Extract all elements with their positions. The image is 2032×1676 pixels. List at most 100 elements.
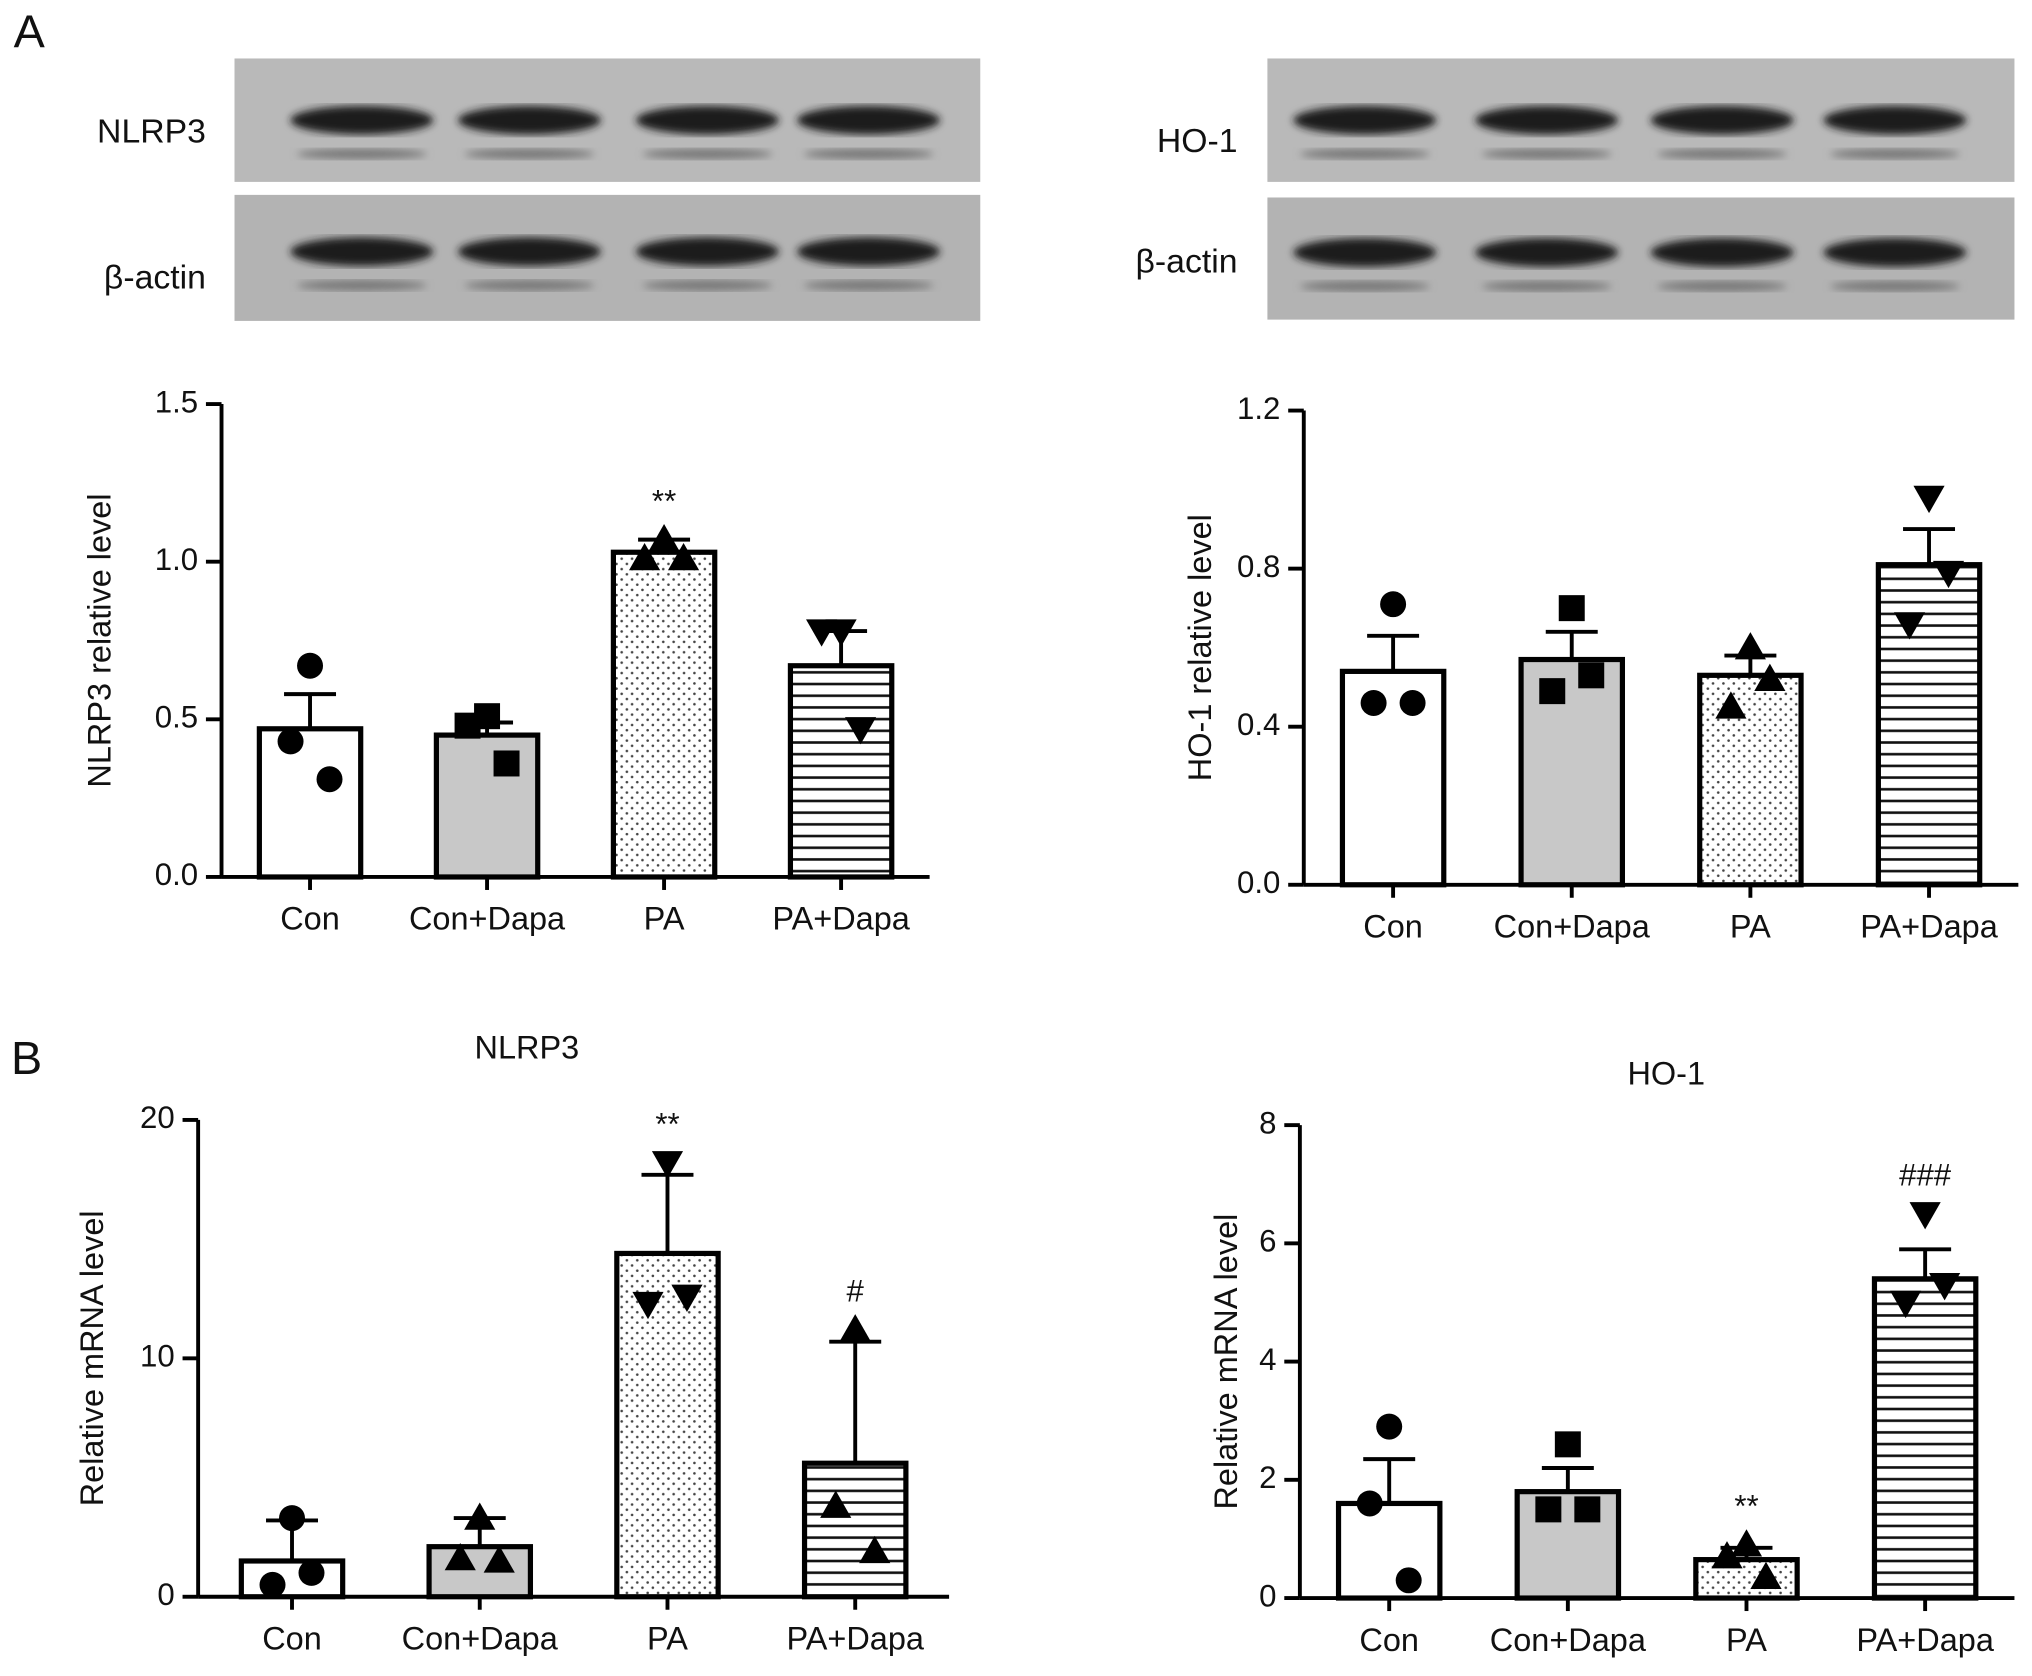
data-point <box>279 1505 305 1532</box>
x-tick-label: PA <box>647 1620 688 1656</box>
blot-band <box>1650 238 1794 267</box>
blot-band <box>1475 238 1619 267</box>
data-point <box>1909 1202 1941 1230</box>
y-tick-label: 4 <box>1259 1342 1276 1377</box>
data-point <box>1356 1490 1383 1517</box>
blot-band <box>1293 238 1437 267</box>
bar <box>1693 1557 1800 1601</box>
panel-label: A <box>14 5 46 57</box>
blot-label: HO-1 <box>1157 122 1238 160</box>
y-tick-label: 0.0 <box>1237 865 1280 900</box>
blot-band <box>457 105 601 135</box>
bar <box>1339 668 1447 888</box>
y-axis-label: HO-1 relative level <box>1182 514 1218 781</box>
data-point <box>277 728 304 755</box>
bar <box>238 1558 346 1600</box>
y-tick-label: 20 <box>140 1100 175 1135</box>
x-tick-label: PA+Dapa <box>772 901 910 937</box>
y-axis-label: Relative mRNA level <box>1208 1214 1244 1510</box>
error-bar <box>284 692 337 729</box>
x-tick-label: Con+Dapa <box>1490 1622 1647 1658</box>
bar <box>426 1544 534 1600</box>
panel-label: B <box>11 1032 42 1084</box>
data-point <box>493 750 520 777</box>
data-point <box>1395 1567 1422 1594</box>
bar <box>1518 656 1626 888</box>
error-bar <box>1899 1247 1952 1279</box>
blot-band <box>635 237 779 266</box>
x-tick-label: PA <box>1726 1622 1767 1658</box>
x-tick-label: Con <box>1363 909 1423 945</box>
data-point <box>648 524 680 552</box>
x-tick-label: Con <box>262 1620 322 1656</box>
data-point <box>444 1543 476 1571</box>
bar <box>787 663 895 880</box>
y-tick-label: 0.0 <box>155 857 198 892</box>
significance-label: ** <box>655 1107 679 1142</box>
x-tick-label: PA+Dapa <box>1860 909 1998 945</box>
data-point <box>316 766 343 793</box>
blot-band <box>290 237 434 266</box>
blot-band <box>797 237 940 266</box>
data-point <box>671 1284 703 1312</box>
blot-band <box>1299 148 1430 160</box>
blot-band <box>642 280 773 291</box>
x-tick-label: PA+Dapa <box>786 1620 924 1656</box>
data-point <box>464 1502 496 1530</box>
data-point <box>1558 595 1585 622</box>
data-point <box>454 712 481 739</box>
bar <box>1697 672 1804 888</box>
error-bar <box>1903 527 1956 565</box>
data-point <box>859 1535 891 1564</box>
y-tick-label: 8 <box>1259 1105 1276 1140</box>
data-point <box>1913 485 1945 514</box>
data-point <box>667 542 700 571</box>
y-tick-label: 1.5 <box>155 384 198 419</box>
data-point <box>259 1571 286 1598</box>
data-point <box>1539 678 1566 705</box>
data-point <box>1360 689 1387 716</box>
data-point <box>1578 662 1605 689</box>
blot-band <box>464 280 595 291</box>
bar <box>256 726 364 880</box>
bar <box>1514 1489 1622 1601</box>
data-point <box>1734 632 1766 660</box>
chart-title: HO-1 <box>1627 1055 1705 1091</box>
significance-label: # <box>847 1274 865 1309</box>
chart-title: NLRP3 <box>475 1029 580 1065</box>
data-point <box>1554 1431 1581 1458</box>
error-bar <box>1367 633 1420 672</box>
blot-band <box>1823 105 1967 135</box>
bar <box>610 549 718 880</box>
y-tick-label: 2 <box>1259 1460 1276 1495</box>
blot-band <box>1481 281 1612 292</box>
blot-band <box>1829 281 1960 292</box>
data-point <box>628 542 661 571</box>
data-point <box>1730 1529 1763 1557</box>
data-point <box>1574 1496 1601 1523</box>
data-point <box>820 1490 852 1518</box>
data-point <box>1376 1413 1403 1440</box>
blot-band <box>457 237 601 266</box>
data-point <box>1535 1496 1562 1523</box>
blot-band <box>464 148 595 160</box>
y-tick-label: 0 <box>1259 1578 1276 1613</box>
blot-band <box>1829 148 1960 160</box>
significance-label: ** <box>652 483 676 518</box>
data-point <box>297 652 324 679</box>
y-tick-label: 0.8 <box>1237 549 1280 584</box>
significance-label: ** <box>1734 1489 1758 1524</box>
bar <box>1871 1276 1979 1601</box>
blot-band <box>803 148 934 160</box>
blot-band <box>290 105 434 135</box>
blot-band <box>1657 281 1788 292</box>
x-tick-label: Con+Dapa <box>1494 909 1651 945</box>
blot-band <box>1481 148 1612 160</box>
data-point <box>839 1314 871 1342</box>
x-tick-label: Con <box>1359 1622 1419 1658</box>
x-tick-label: PA <box>644 901 685 937</box>
error-bar <box>1545 629 1598 660</box>
y-tick-label: 6 <box>1259 1224 1276 1259</box>
blot-band <box>296 148 427 160</box>
data-point <box>1754 663 1786 691</box>
